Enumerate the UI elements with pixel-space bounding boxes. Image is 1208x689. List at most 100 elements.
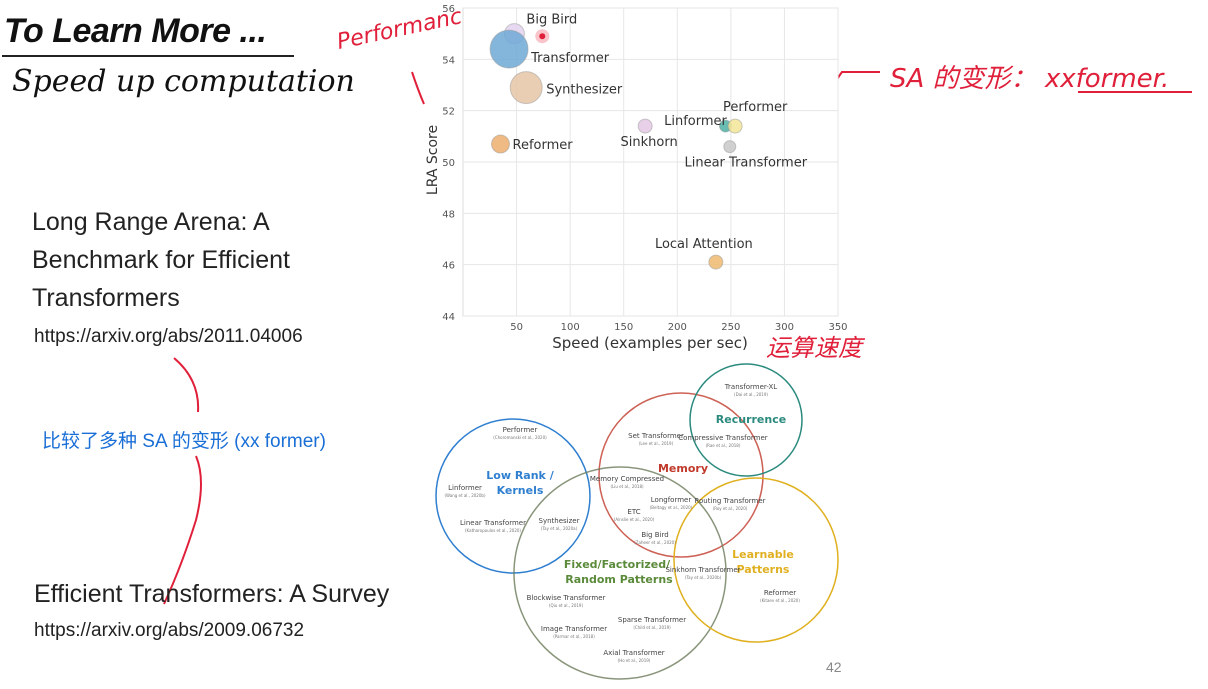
venn-item-citation: (Lee et al., 2019): [639, 441, 674, 446]
venn-item: Memory Compressed: [590, 475, 664, 483]
point-label: Local Attention: [655, 237, 753, 252]
handwritten-speed: 运算速度: [766, 334, 862, 362]
scatter-point: [489, 29, 529, 69]
venn-item-citation: (Beltagy et al., 2020): [650, 505, 693, 510]
venn-item: Sinkhorn Transformer: [665, 566, 740, 574]
scatter-point: [509, 71, 543, 105]
paper-title-survey: Efficient Transformers: A Survey: [34, 580, 390, 608]
point-label: Sinkhorn: [621, 135, 678, 150]
venn-item: Set Transformer: [628, 432, 684, 440]
group-label-fixed-line2: Random Patterns: [565, 573, 673, 586]
point-label: Performer: [723, 100, 788, 115]
venn-item: Linformer: [448, 484, 482, 492]
point-label: Synthesizer: [546, 83, 623, 98]
venn-circle-learnable: [673, 477, 839, 643]
venn-item-citation: (Tay et al., 2020b): [685, 575, 722, 580]
venn-item-citation: (Zaheer et al., 2020): [634, 540, 676, 545]
handwritten-sa-variants: SA 的变形： xxformer.: [890, 64, 1170, 94]
y-tick-label: 50: [442, 158, 455, 169]
y-tick-label: 46: [442, 261, 455, 272]
y-tick-label: 52: [442, 107, 455, 118]
venn-item-citation: (Child et al., 2019): [633, 625, 671, 630]
venn-item-citation: (Katharopoulos et al., 2020): [465, 528, 521, 533]
venn-circle-recurrence: [689, 363, 803, 477]
x-tick-label: 300: [775, 322, 794, 333]
group-label-learnable-line1: Learnable: [732, 548, 794, 561]
venn-item-citation: (Ho et al., 2019): [618, 658, 651, 663]
x-tick-label: 100: [561, 322, 580, 333]
venn-item-citation: (Liu et al., 2018): [610, 484, 644, 489]
y-tick-label: 54: [442, 55, 455, 66]
group-label-memory: Memory: [658, 462, 708, 475]
venn-group-labels: Low Rank / Kernels Memory Recurrence Fix…: [486, 413, 794, 586]
point-label: Reformer: [513, 138, 574, 153]
venn-item: Blockwise Transformer: [527, 594, 606, 602]
x-tick-label: 150: [614, 322, 633, 333]
x-tick-label: 200: [668, 322, 687, 333]
highlight-dot: [539, 33, 546, 40]
scatter-point: [727, 118, 743, 134]
group-label-low-rank-line2: Kernels: [497, 484, 544, 497]
chart-ticks: 50 100 150 200 250 300 350 44 46 48 50 52 54 56: [442, 4, 847, 333]
venn-item: Reformer: [764, 589, 796, 597]
venn-item: Sparse Transformer: [618, 616, 686, 624]
venn-item: Transformer-XL: [724, 383, 778, 391]
venn-circle-low-rank: [435, 418, 591, 574]
paper-title-lra: Long Range Arena: A Benchmark for Effici…: [32, 208, 290, 312]
slide-title: To Learn More ...: [4, 12, 267, 50]
venn-item: Synthesizer: [539, 517, 580, 525]
performance-arrow-stroke: [411, 71, 425, 105]
slide-subtitle: Speed up computation: [12, 64, 355, 99]
chart-point-labels: Big Bird Transformer Synthesizer Reformer Si…: [513, 13, 808, 252]
scatter-point: [637, 118, 653, 134]
venn-item: ETC: [627, 508, 640, 516]
venn-item: Performer: [503, 426, 538, 434]
y-tick-label: 56: [442, 4, 455, 15]
y-tick-label: 44: [442, 312, 455, 323]
scatter-point: [708, 254, 724, 270]
x-axis-label: Speed (examples per sec): [552, 334, 748, 352]
point-label: Transformer: [530, 51, 610, 66]
venn-circles: [435, 363, 839, 680]
venn-item-citation: (Roy et al., 2020): [713, 506, 748, 511]
venn-item-citation: (Ainslie et al., 2020): [614, 517, 655, 522]
y-axis-label: LRA Score: [425, 125, 441, 195]
scatter-point: [723, 140, 737, 154]
venn-item: Big Bird: [641, 531, 668, 539]
venn-items: Transformer-XL(Dai et al., 2019) Performe…: [444, 383, 800, 663]
venn-item-citation: (Kitaev et al., 2020): [760, 598, 800, 603]
comparison-note: 比较了多种 SA 的变形 (xx former): [42, 431, 326, 452]
title-underline: [2, 55, 294, 57]
y-tick-label: 48: [442, 209, 455, 220]
chart-points: [489, 23, 743, 270]
venn-item-citation: (Qiu et al., 2019): [549, 603, 583, 608]
venn-item: Linear Transformer: [460, 519, 526, 527]
point-label: Linear Transformer: [685, 156, 808, 171]
venn-item: Longformer: [651, 496, 692, 504]
brace-top-stroke: [173, 357, 200, 413]
brace-bottom-stroke: [163, 455, 202, 605]
venn-item-citation: (Tay et al., 2020a): [541, 526, 578, 531]
venn-item: Image Transformer: [541, 625, 607, 633]
page-number: 42: [826, 659, 842, 675]
venn-item: Compressive Transformer: [678, 434, 768, 442]
group-label-low-rank-line1: Low Rank /: [486, 469, 554, 482]
point-label: Big Bird: [526, 13, 577, 28]
venn-item-citation: (Choromanski et al., 2020): [493, 435, 547, 440]
point-label: Linformer: [664, 114, 727, 129]
venn-item-citation: (Parmar et al., 2018): [553, 634, 595, 639]
group-label-fixed-line1: Fixed/Factorized/: [564, 558, 671, 571]
venn-circle-fixed: [513, 466, 727, 680]
x-tick-label: 50: [510, 322, 523, 333]
venn-item: Axial Transformer: [603, 649, 664, 657]
paper-link-survey[interactable]: https://arxiv.org/abs/2009.06732: [34, 620, 305, 641]
venn-item: Routing Transformer: [694, 497, 765, 505]
venn-circle-memory: [598, 392, 764, 558]
paper-link-lra[interactable]: https://arxiv.org/abs/2011.04006: [34, 326, 303, 347]
group-label-learnable-line2: Patterns: [737, 563, 790, 576]
venn-item-citation: (Rae et al., 2018): [706, 443, 741, 448]
venn-item-citation: (Dai et al., 2019): [734, 392, 768, 397]
venn-item-citation: (Wang et al., 2020b): [444, 493, 485, 498]
